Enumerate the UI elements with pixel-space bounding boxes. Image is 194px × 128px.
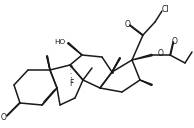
Polygon shape — [112, 58, 120, 72]
Text: O: O — [172, 38, 178, 46]
Polygon shape — [132, 54, 152, 60]
Text: Cl: Cl — [161, 6, 169, 14]
Text: HO: HO — [54, 39, 66, 45]
Polygon shape — [47, 56, 50, 70]
Text: O: O — [158, 49, 164, 58]
Text: F: F — [69, 79, 73, 88]
Polygon shape — [68, 42, 82, 55]
Polygon shape — [140, 80, 152, 86]
Text: O: O — [125, 20, 131, 29]
Text: O: O — [1, 113, 7, 121]
